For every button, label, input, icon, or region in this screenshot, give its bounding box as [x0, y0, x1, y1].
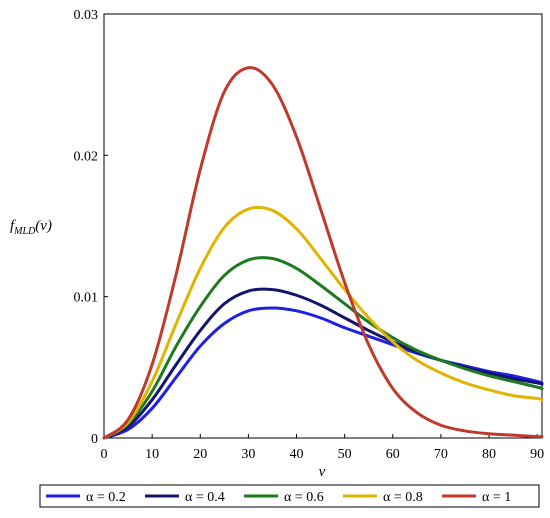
legend-items: α = 0.2 α = 0.4 α = 0.6 α = 0.8 α = 1: [46, 490, 511, 505]
legend-label-1: α = 0.2: [86, 490, 126, 505]
plot-frame: [103, 13, 543, 439]
x-tick-label: 20: [193, 447, 207, 462]
y-axis-ticks: 0 0.01 0.02 0.03: [74, 8, 108, 447]
x-tick-label: 80: [482, 447, 496, 462]
series-line-5: [102, 66, 544, 440]
legend-label-3: α = 0.6: [284, 490, 324, 505]
series-line-4: [102, 205, 544, 440]
x-tick-label: 60: [386, 447, 400, 462]
series-line-2: [102, 287, 544, 440]
y-axis-label-tail: (ν): [35, 218, 52, 234]
x-tick-label: 50: [338, 447, 352, 462]
x-tick-label: 70: [434, 447, 448, 462]
x-tick-label: 40: [290, 447, 304, 462]
x-tick-label: 90: [530, 447, 544, 462]
x-tick-label: 0: [101, 447, 108, 462]
y-tick-label: 0.02: [74, 149, 99, 164]
legend-box: [39, 484, 540, 508]
plot-area: 0 0.01 0.02 0.03 0 10 20 30 40 50 60 70 80 90: [74, 8, 545, 462]
legend-label-2: α = 0.4: [185, 490, 225, 505]
series-line-3: [102, 256, 544, 440]
x-axis-ticks: 0 10 20 30 40 50 60 70 80 90: [101, 434, 544, 462]
y-tick-label: 0.01: [74, 291, 99, 306]
legend: α = 0.2 α = 0.4 α = 0.6 α = 0.8 α = 1: [39, 484, 540, 508]
x-tick-label: 30: [241, 447, 255, 462]
y-axis-label: fMLD(ν): [10, 218, 52, 237]
x-tick-label: 10: [145, 447, 159, 462]
legend-label-5: α = 1: [482, 490, 511, 505]
y-tick-label: 0: [91, 432, 98, 447]
legend-label-4: α = 0.8: [383, 490, 423, 505]
series-lines: [102, 66, 544, 440]
x-axis-label: ν: [319, 464, 326, 480]
y-axis-label-main: f: [10, 218, 16, 234]
y-axis-label-sub: MLD: [13, 226, 36, 237]
y-tick-label: 0.03: [74, 8, 99, 23]
